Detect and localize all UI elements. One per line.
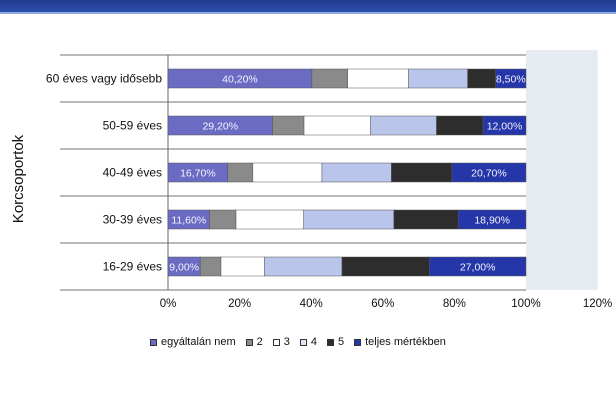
x-tick-label: 80%	[443, 298, 466, 310]
bars	[167, 68, 527, 277]
bar-segment	[209, 209, 237, 230]
bar-segment	[341, 256, 430, 277]
x-tick-labels: 0% 20% 40% 60% 80% 100% 120%	[160, 298, 613, 310]
bar-segment	[347, 68, 409, 89]
plot-area-right	[526, 50, 598, 290]
legend-label: teljes mértékben	[365, 336, 446, 348]
bar-segment	[227, 162, 254, 183]
legend-item: teljes mértékben	[354, 336, 446, 348]
bar-data-label: 29,20%	[202, 121, 238, 133]
x-tick-label: 0%	[160, 298, 177, 310]
bar-data-label: 27,00%	[460, 262, 496, 274]
bar-segment	[467, 68, 496, 89]
top-band	[0, 0, 616, 14]
bar-data-label: 9,00%	[169, 262, 199, 274]
x-tick-label: 20%	[228, 298, 251, 310]
category-label: 40-49 éves	[103, 166, 162, 180]
bar-segment	[393, 209, 459, 230]
category-label: 30-39 éves	[103, 213, 162, 227]
plot-background	[526, 50, 598, 290]
x-tick-label: 100%	[511, 298, 540, 310]
legend: egyáltalán nem 2 3 4 5 teljes mértékben	[150, 334, 570, 350]
legend-label: 3	[283, 336, 290, 348]
x-tick-label: 60%	[371, 298, 394, 310]
y-axis-title: Korcsoportok	[10, 134, 27, 223]
legend-item: egyáltalán nem	[150, 336, 236, 348]
legend-item: 4	[299, 336, 317, 348]
x-tick-label: 40%	[300, 298, 323, 310]
bar-segment	[370, 115, 437, 136]
legend-item: 3	[272, 336, 290, 348]
category-labels: 60 éves vagy idősebb 50-59 éves 40-49 éves…	[46, 72, 162, 274]
bar-data-label: 16,70%	[180, 168, 216, 180]
bar-segment	[303, 115, 371, 136]
category-label: 16-29 éves	[103, 260, 162, 274]
bar-segment	[252, 162, 323, 183]
bar-data-label: 40,20%	[222, 74, 258, 86]
bar-segment	[235, 209, 304, 230]
bar-segment	[321, 162, 392, 183]
bar-data-labels: 40,20% 8,50% 29,20% 12,00% 16,70% 20,70% 11,60…	[169, 74, 525, 274]
category-label: 50-59 éves	[103, 119, 162, 133]
bar-data-label: 18,90%	[474, 215, 510, 227]
bar-data-label: 20,70%	[471, 168, 507, 180]
bar-data-label: 12,00%	[487, 121, 523, 133]
bar-segment	[451, 162, 527, 183]
x-tick-label: 120%	[583, 298, 612, 310]
bar-segment	[495, 68, 527, 89]
legend-swatch	[150, 338, 157, 346]
legend-swatch	[354, 338, 362, 346]
legend-swatch	[245, 338, 253, 346]
legend-label: egyáltalán nem	[161, 336, 236, 348]
legend-item: 2	[245, 336, 263, 348]
bar-segment	[408, 68, 468, 89]
legend-item: 5	[326, 336, 345, 348]
bar-segment	[458, 209, 527, 230]
legend-swatch	[272, 338, 280, 346]
category-label: 60 éves vagy idősebb	[46, 72, 162, 86]
bar-segment	[482, 115, 527, 136]
bar-segment	[272, 115, 305, 136]
legend-swatch	[326, 338, 334, 346]
bar-segment	[199, 256, 222, 277]
bar-data-label: 8,50%	[496, 74, 526, 86]
legend-swatch	[299, 338, 307, 346]
bar-segment	[303, 209, 395, 230]
legend-label: 4	[310, 336, 317, 348]
bar-segment	[220, 256, 265, 277]
bar-segment	[311, 68, 348, 89]
legend-label: 5	[337, 336, 345, 348]
bar-segment	[264, 256, 343, 277]
gridlines	[60, 54, 526, 291]
bar-segment	[391, 162, 453, 183]
bar-data-label: 11,60%	[171, 215, 206, 227]
bar-segment	[429, 256, 527, 277]
bar-segment	[436, 115, 484, 136]
legend-label: 2	[256, 336, 263, 348]
